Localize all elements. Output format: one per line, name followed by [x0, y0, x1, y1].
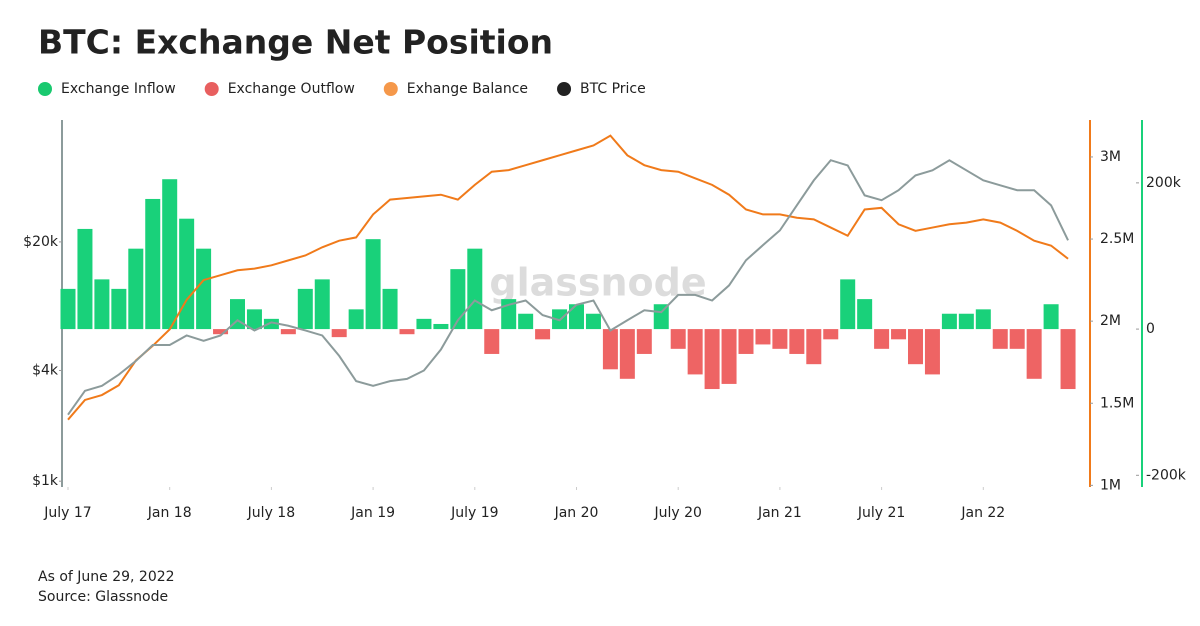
bar	[297, 288, 313, 330]
bar	[382, 288, 398, 330]
y-tick-label: $20k	[23, 234, 59, 250]
bar	[60, 288, 76, 330]
y-tick-label: $4k	[32, 362, 59, 378]
bar	[128, 248, 144, 330]
bar	[687, 329, 703, 375]
bar	[145, 198, 161, 330]
bar	[992, 329, 1008, 349]
bar	[975, 309, 991, 330]
y2-tick-label: 1M	[1100, 477, 1121, 493]
bar	[179, 218, 195, 330]
legend-swatch	[557, 82, 572, 96]
x-tick-label: July 21	[857, 505, 905, 521]
watermark: glassnode	[489, 261, 706, 305]
note: Source: Glassnode	[38, 589, 168, 605]
bar	[619, 329, 635, 379]
bar	[263, 318, 279, 330]
x-tick-label: Jan 18	[147, 505, 192, 521]
bar	[874, 329, 890, 349]
x-tick-label: Jan 19	[350, 505, 395, 521]
y2-tick-label: 3M	[1100, 149, 1121, 165]
line	[67, 159, 1069, 416]
bar	[1009, 329, 1025, 349]
y-tick-label: $1k	[32, 473, 59, 489]
bar	[484, 329, 500, 354]
bar	[636, 329, 652, 354]
y2-tick-label: 2M	[1100, 313, 1121, 329]
legend-swatch	[204, 82, 219, 96]
bar	[535, 329, 551, 340]
bar	[518, 313, 534, 330]
bar	[958, 313, 974, 330]
legend-label: Exchange Inflow	[61, 81, 176, 97]
bar	[891, 329, 907, 340]
legend-label: Exchange Outflow	[228, 81, 355, 97]
y3-tick-label: -200k	[1146, 467, 1187, 483]
y2-tick-label: 1.5M	[1100, 395, 1134, 411]
bar	[433, 323, 449, 330]
x-tick-label: July 18	[247, 505, 295, 521]
x-tick-label: July 17	[43, 505, 91, 521]
x-tick-label: Jan 22	[960, 505, 1005, 521]
bar	[111, 288, 127, 330]
bar	[789, 329, 805, 354]
legend-label: Exhange Balance	[407, 81, 528, 97]
bar	[331, 329, 347, 338]
bar	[585, 313, 601, 330]
bar	[569, 304, 584, 330]
bar	[806, 329, 822, 365]
bar	[314, 279, 330, 330]
bar	[924, 329, 940, 375]
legend-swatch	[38, 82, 52, 96]
bar	[348, 309, 364, 330]
bar	[602, 329, 618, 370]
bar	[77, 228, 93, 330]
bar	[213, 329, 229, 335]
bar	[399, 329, 415, 335]
bar	[941, 313, 957, 330]
bar	[721, 329, 737, 384]
bar	[772, 329, 788, 349]
bar	[670, 329, 686, 349]
x-tick-label: July 20	[653, 505, 701, 521]
bar	[1043, 304, 1059, 330]
bar	[653, 304, 669, 330]
bar	[738, 329, 754, 354]
bar	[908, 329, 923, 365]
note: As of June 29, 2022	[38, 569, 175, 585]
chart-title: BTC: Exchange Net Position	[38, 23, 553, 62]
bar	[246, 309, 262, 330]
x-tick-label: July 19	[450, 505, 498, 521]
bar	[467, 248, 483, 330]
bar	[1060, 329, 1076, 390]
bar	[196, 248, 212, 330]
bar	[162, 179, 178, 330]
x-tick-label: Jan 21	[757, 505, 802, 521]
line	[67, 134, 1069, 421]
y2-tick-label: 2.5M	[1100, 231, 1134, 247]
bar	[755, 329, 771, 345]
bar	[840, 279, 856, 330]
legend-label: BTC Price	[580, 81, 646, 97]
bar	[416, 318, 432, 330]
bar	[94, 279, 110, 330]
bar	[450, 269, 466, 330]
bar	[1026, 329, 1042, 379]
legend-swatch	[383, 82, 398, 96]
bar	[280, 329, 296, 335]
x-tick-label: Jan 20	[554, 505, 599, 521]
y3-tick-label: 200k	[1146, 175, 1182, 191]
bar	[857, 299, 873, 330]
y3-tick-label: 0	[1146, 321, 1155, 337]
bar	[365, 239, 381, 330]
bar	[704, 329, 720, 390]
bar	[823, 329, 839, 340]
